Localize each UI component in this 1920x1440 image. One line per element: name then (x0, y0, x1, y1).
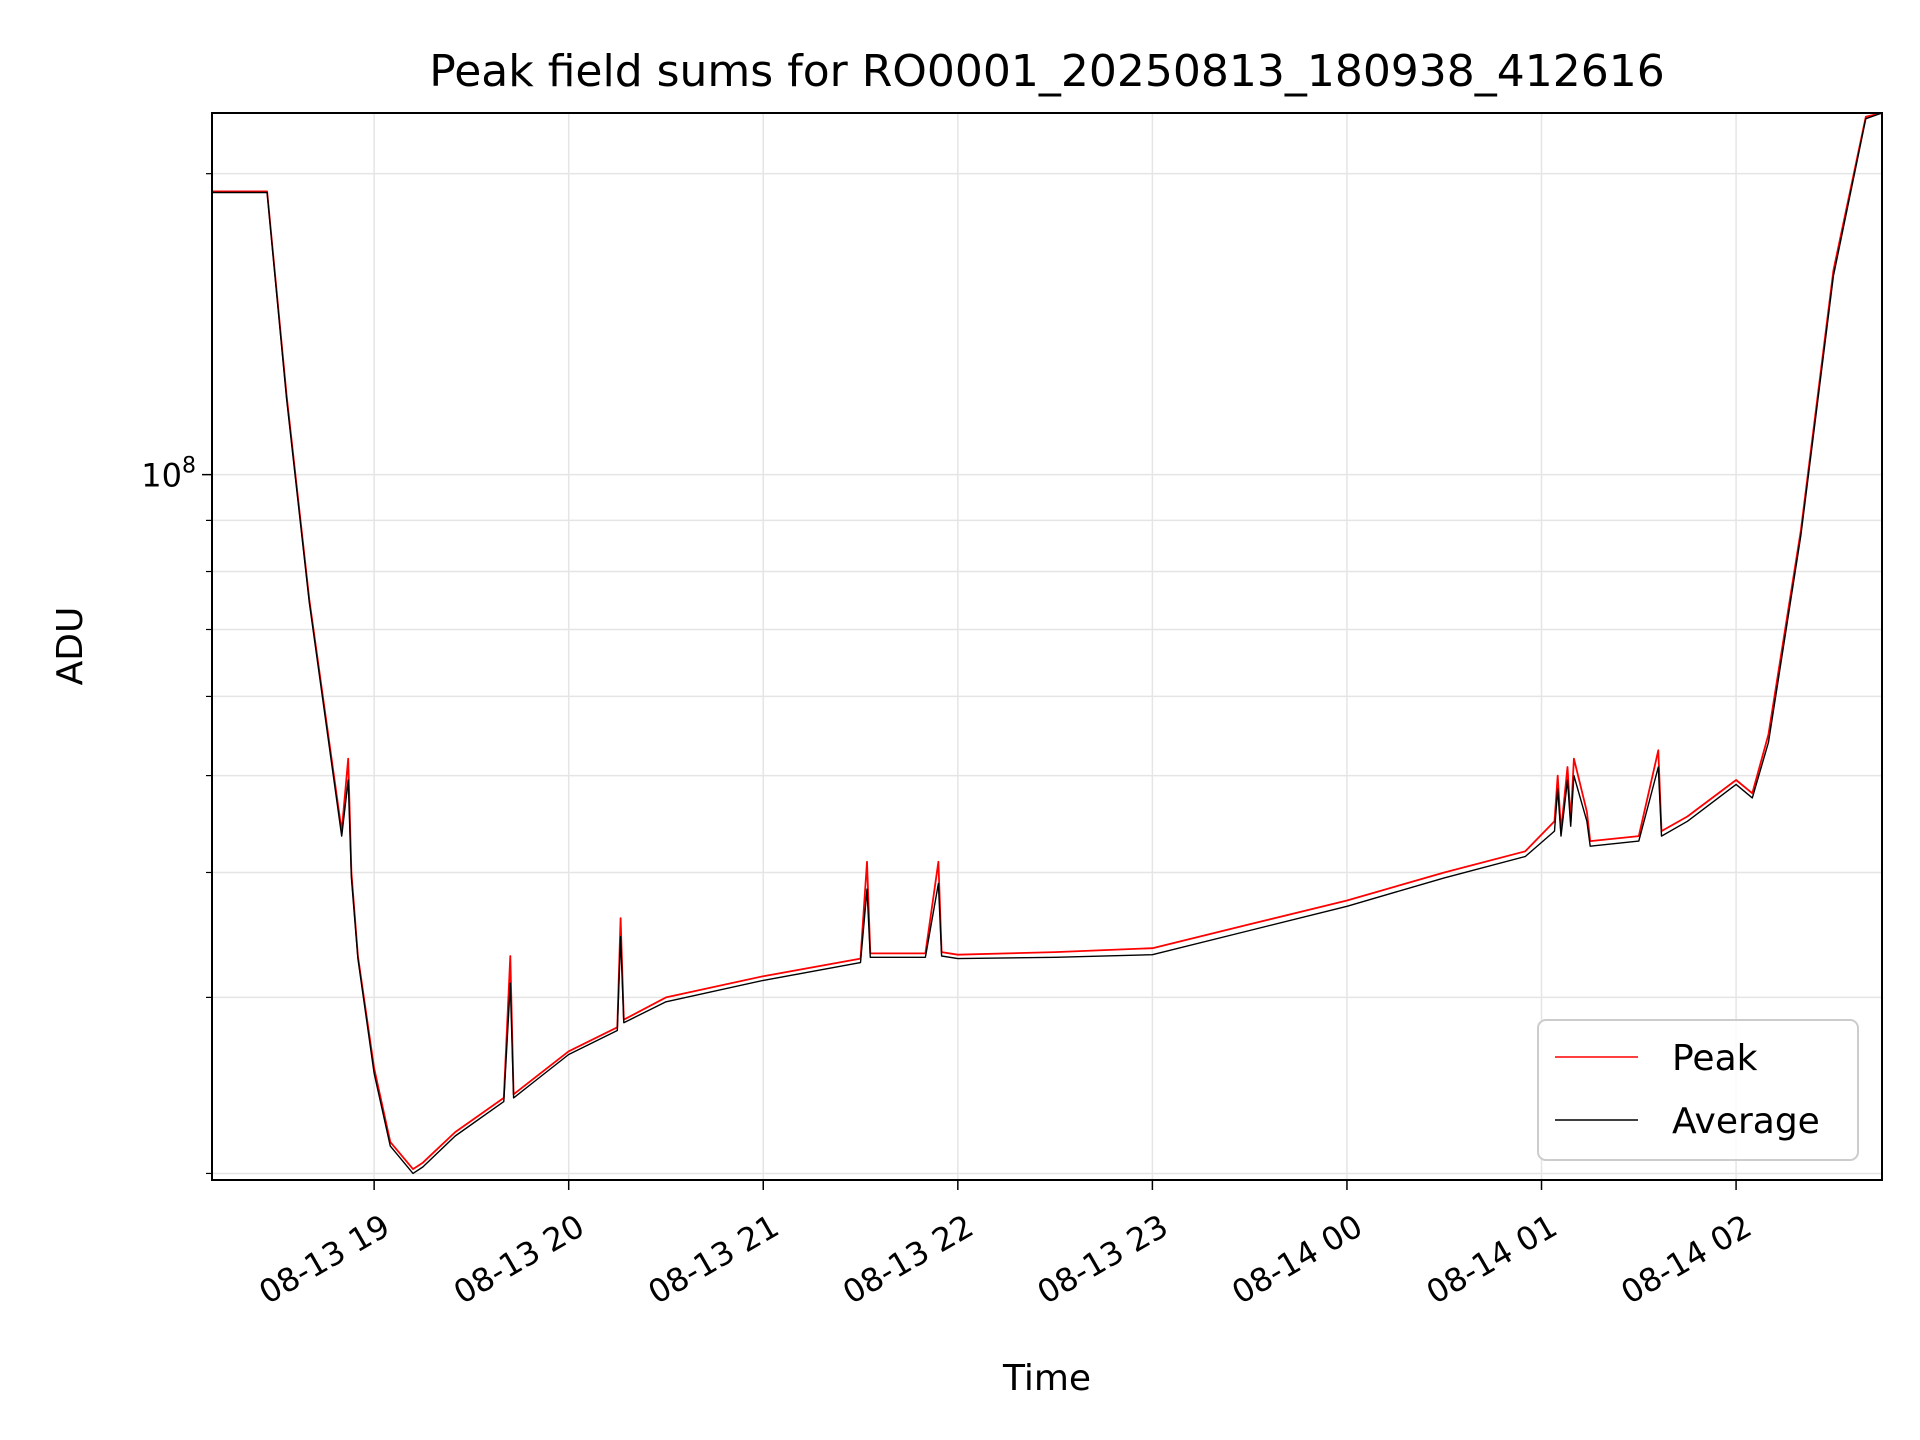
legend-box (1537, 1019, 1859, 1161)
plot-frame (211, 112, 1883, 1181)
series-layer (212, 112, 1883, 1175)
chart-title: Peak field sums for RO0001_20250813_1809… (429, 46, 1665, 97)
grid (212, 113, 1882, 1180)
series-line-peak (212, 112, 1883, 1170)
legend-label-peak: Peak (1672, 1038, 1758, 1079)
y-tick-label: 108 (141, 454, 196, 495)
legend-label-average: Average (1672, 1101, 1820, 1142)
series-line-average (212, 112, 1883, 1175)
x-axis-label: Time (1002, 1358, 1091, 1399)
y-axis-label: ADU (50, 607, 91, 686)
legend: Peak Average (1537, 1019, 1859, 1161)
